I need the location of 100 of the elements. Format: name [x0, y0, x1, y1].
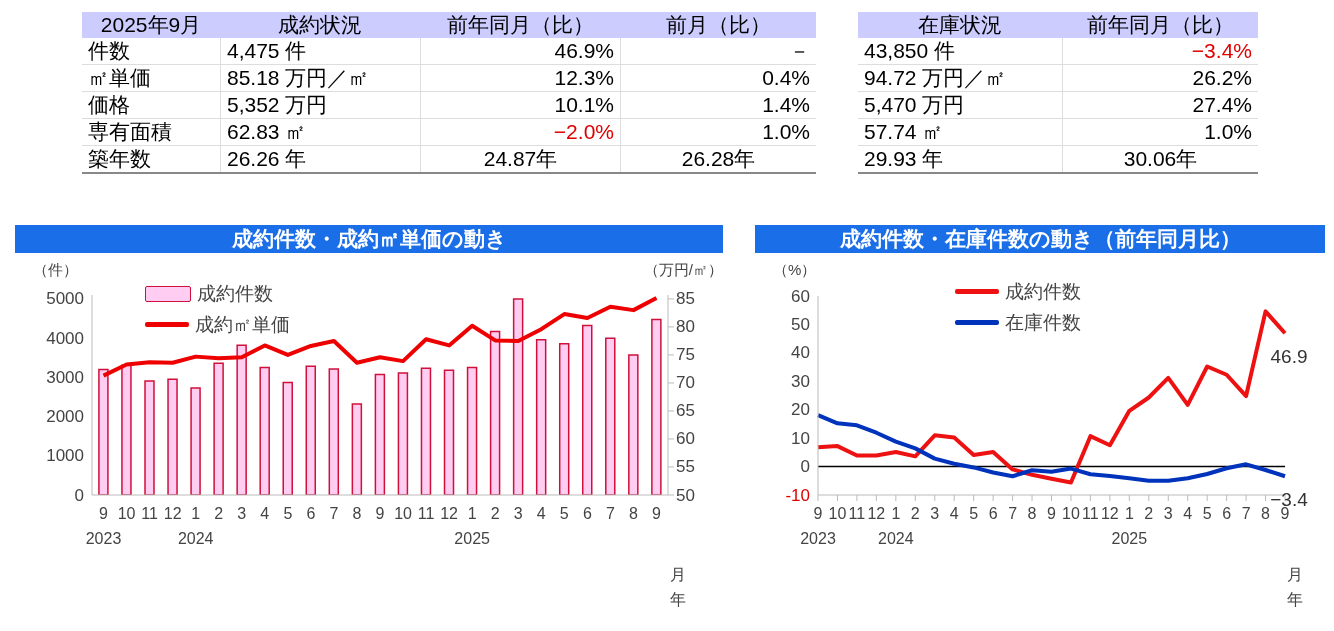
bar	[144, 380, 155, 495]
category-label: 在庫状況	[917, 12, 1003, 38]
x-tick-label: 11	[848, 505, 866, 522]
y2-axis-title: （万円/㎡）	[643, 261, 723, 280]
bar	[259, 366, 270, 495]
text: ㎡単価	[88, 66, 151, 89]
y-tick-label: 0	[800, 457, 810, 477]
x-tick-label: 12	[163, 505, 182, 522]
text: 27.4%	[1192, 93, 1252, 116]
text: 10.1%	[554, 93, 614, 116]
text: 5,352 万円	[227, 93, 328, 116]
x-tick-label: 5	[1202, 505, 1212, 522]
y2-tick-label: 85	[676, 289, 695, 309]
category-label: 2025年9月	[99, 12, 203, 38]
text: 価格	[88, 93, 130, 116]
y2-tick-label: 65	[676, 401, 695, 421]
y2-tick-label: 80	[676, 317, 695, 337]
text: 43,850 件	[864, 39, 956, 62]
text: 26.28年	[681, 147, 756, 170]
bar	[489, 330, 501, 495]
bar	[628, 354, 639, 495]
x-tick-label: 8	[352, 505, 362, 522]
bar	[236, 344, 247, 495]
legend-label: 成約㎡単価	[194, 312, 290, 337]
y-tick-label: 4000	[46, 328, 84, 348]
y2-tick-label: 50	[676, 485, 695, 505]
y-tick-label: -10	[785, 485, 810, 505]
bar	[328, 368, 340, 495]
text: 専有面積	[88, 120, 172, 143]
y-tick-label: 50	[791, 314, 810, 334]
x-tick-label: 6	[582, 505, 592, 522]
x-tick-label: 3	[1163, 505, 1173, 522]
x-tick-label: 4	[536, 505, 546, 522]
x-tick-label: 10	[1062, 505, 1080, 522]
x-tick-label: 7	[1008, 505, 1018, 522]
y-tick-label: 10	[791, 428, 810, 448]
y-tick-label: 2000	[46, 407, 84, 427]
text: 29.93 年	[864, 147, 944, 170]
text: 5,470 万円	[864, 93, 965, 116]
y2-tick-label: 60	[676, 429, 695, 449]
text: 0.4%	[762, 66, 810, 89]
x-tick-label: 5	[283, 505, 293, 522]
x-tick-label: 3	[237, 505, 247, 522]
x-tick-label: 8	[1027, 505, 1037, 522]
text: −3.4%	[1191, 39, 1252, 62]
text: 4,475 件	[227, 39, 307, 62]
x-tick-label: 2	[910, 505, 920, 522]
data-label: 46.9	[1270, 346, 1308, 368]
y-tick-label: 3000	[46, 367, 84, 387]
x-tick-label: 5	[559, 505, 569, 522]
y-tick-label: 40	[791, 343, 810, 363]
x-tick-label: 12	[867, 505, 886, 522]
category-label: 前年同月（比）	[1085, 12, 1235, 38]
bar	[98, 368, 109, 495]
y2-tick-label: 55	[676, 457, 695, 477]
bar	[558, 342, 570, 495]
x-axis-title: 月年	[670, 565, 687, 610]
y-axis-title: （%）	[773, 261, 817, 280]
x-tick-label: 10	[394, 505, 413, 522]
text: 24.87年	[483, 147, 558, 170]
bar	[121, 364, 132, 495]
bar	[512, 298, 524, 495]
y-axis-title: （件）	[33, 261, 78, 280]
chart-title: 成約件数・在庫件数の動き（前年同月比）	[755, 225, 1325, 253]
bar	[351, 403, 363, 495]
bar	[213, 362, 224, 495]
x-tick-label: 7	[605, 505, 615, 522]
bar	[167, 378, 178, 495]
x-tick-label: 2	[214, 505, 224, 522]
y-tick-label: 30	[791, 371, 810, 391]
x-tick-label: 5	[969, 505, 979, 522]
y-tick-label: 60	[791, 286, 810, 306]
x-tick-label: 8	[628, 505, 638, 522]
text: 85.18 万円／㎡	[227, 66, 370, 89]
bar	[305, 365, 317, 495]
bar	[420, 367, 432, 495]
x-tick-label: 7	[1241, 505, 1251, 522]
chart-title: 成約件数・成約㎡単価の動き	[15, 225, 723, 253]
text: 件数	[88, 39, 130, 62]
y-tick-label: 1000	[46, 446, 84, 466]
x-tick-label: 12	[1100, 505, 1119, 522]
text: 46.9%	[554, 39, 614, 62]
y-tick-label: 20	[791, 400, 810, 420]
x-tick-label: 6	[1222, 505, 1232, 522]
y-tick-label: 0	[74, 485, 84, 505]
x-tick-label: 8	[1261, 505, 1271, 522]
text: 57.74 ㎡	[864, 120, 944, 143]
bar	[582, 324, 593, 495]
category-label: 前月（比）	[664, 12, 772, 38]
text: 1.0%	[762, 120, 810, 143]
text: −2.0%	[553, 120, 614, 143]
category-label: 成約状況	[277, 12, 363, 38]
bar	[374, 373, 386, 495]
text: 94.72 万円／㎡	[864, 66, 1007, 89]
y-tick-label: 5000	[46, 289, 84, 309]
bar	[397, 372, 409, 495]
text: 1.4%	[762, 93, 810, 116]
x-tick-label: 7	[329, 505, 339, 522]
text: 12.3%	[554, 66, 614, 89]
x-tick-label: 11	[141, 505, 159, 522]
